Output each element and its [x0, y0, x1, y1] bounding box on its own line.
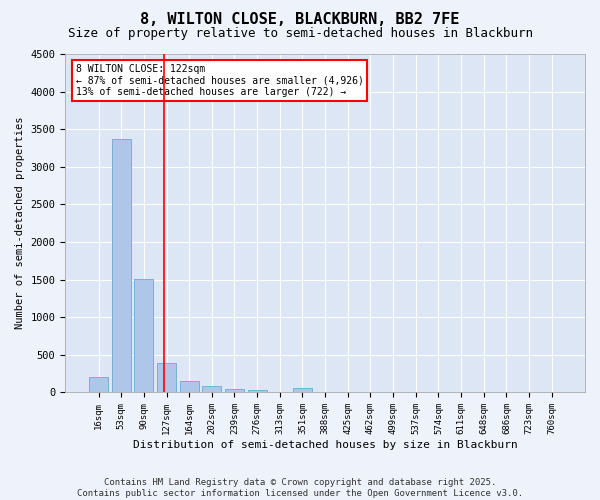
Bar — [157, 363, 176, 392]
Text: 8, WILTON CLOSE, BLACKBURN, BB2 7FE: 8, WILTON CLOSE, BLACKBURN, BB2 7FE — [140, 12, 460, 28]
Bar — [225, 389, 244, 392]
Bar — [179, 381, 199, 392]
Y-axis label: Number of semi-detached properties: Number of semi-detached properties — [15, 117, 25, 330]
Bar — [248, 390, 267, 392]
Bar — [112, 139, 131, 392]
Text: Contains HM Land Registry data © Crown copyright and database right 2025.
Contai: Contains HM Land Registry data © Crown c… — [77, 478, 523, 498]
Text: Size of property relative to semi-detached houses in Blackburn: Size of property relative to semi-detach… — [67, 28, 533, 40]
Text: 8 WILTON CLOSE: 122sqm
← 87% of semi-detached houses are smaller (4,926)
13% of : 8 WILTON CLOSE: 122sqm ← 87% of semi-det… — [76, 64, 364, 98]
Bar — [202, 386, 221, 392]
X-axis label: Distribution of semi-detached houses by size in Blackburn: Distribution of semi-detached houses by … — [133, 440, 518, 450]
Bar — [89, 376, 108, 392]
Bar — [134, 279, 154, 392]
Bar — [293, 388, 312, 392]
